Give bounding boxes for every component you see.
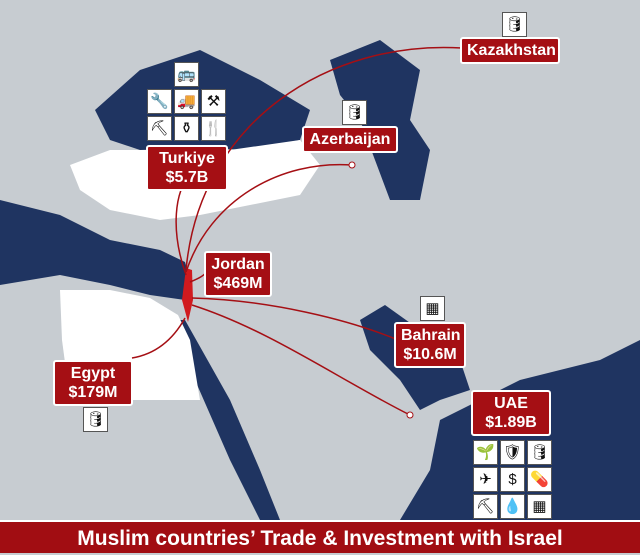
country-name: Azerbaijan <box>309 131 391 148</box>
cement-mixer-icon: 🚚 <box>174 89 199 114</box>
oil-barrel-icon: 🛢 <box>527 440 552 465</box>
label-egypt: Egypt $179M <box>53 360 133 406</box>
mediterranean-sea <box>0 200 190 300</box>
country-name: Bahrain <box>401 327 461 344</box>
trade-value: $10.6M <box>403 346 457 363</box>
fork-knife-icon: 🍴 <box>201 116 226 141</box>
wheelbarrow-icon: ⛏ <box>147 116 172 141</box>
page-title: Muslim countries’ Trade & Investment wit… <box>0 520 640 553</box>
wheelbarrow-icon: ⛏ <box>473 494 498 519</box>
label-jordan: Jordan $469M <box>204 251 272 297</box>
airplane-icon: ✈ <box>473 467 498 492</box>
label-kazakhstan: Kazakhstan <box>460 37 560 64</box>
dollar-icon: $ <box>500 467 525 492</box>
label-turkiye: Turkiye $5.7B <box>146 145 228 191</box>
vase-icon: ⚱ <box>174 116 199 141</box>
water-drops-icon: 💧 <box>500 494 525 519</box>
country-name: Turkiye <box>159 150 215 167</box>
caspian-sea <box>330 40 430 200</box>
oil-barrel-icon: 🛢 <box>83 407 108 432</box>
country-name: Jordan <box>211 256 265 273</box>
turkiye-icons: 🚌 🔧 🚚 ⚒ ⛏ ⚱ 🍴 <box>147 62 226 141</box>
drill-icon: 🔧 <box>147 89 172 114</box>
red-sea <box>170 320 280 520</box>
medicine-icon: 💊 <box>527 467 552 492</box>
trade-value: $1.89B <box>485 414 537 431</box>
bahrain-icons: ▦ <box>420 296 445 321</box>
oil-barrel-icon: 🛢 <box>342 100 367 125</box>
label-azerbaijan: Azerbaijan <box>302 126 398 153</box>
trade-value: $179M <box>68 384 118 401</box>
agriculture-icon: 🌱 <box>473 440 498 465</box>
country-name: UAE <box>494 395 528 412</box>
trade-value: $5.7B <box>165 169 209 186</box>
anvil-icon: ⚒ <box>201 89 226 114</box>
kazakhstan-icons: 🛢 <box>502 12 527 37</box>
uae-icons: 🌱 🛡 🛢 ✈ $ 💊 ⛏ 💧 ▦ <box>473 440 552 519</box>
label-uae: UAE $1.89B <box>471 390 551 436</box>
microchip-icon: ▦ <box>420 296 445 321</box>
label-bahrain: Bahrain $10.6M <box>394 322 466 368</box>
egypt-icons: 🛢 <box>83 407 108 432</box>
bus-icon: 🚌 <box>174 62 199 87</box>
oil-barrel-icon: 🛢 <box>502 12 527 37</box>
trade-value: $469M <box>213 275 263 292</box>
shield-lock-icon: 🛡 <box>500 440 525 465</box>
microchip-icon: ▦ <box>527 494 552 519</box>
country-name: Kazakhstan <box>467 42 556 59</box>
country-name: Egypt <box>70 365 116 382</box>
azerbaijan-icons: 🛢 <box>342 100 367 125</box>
